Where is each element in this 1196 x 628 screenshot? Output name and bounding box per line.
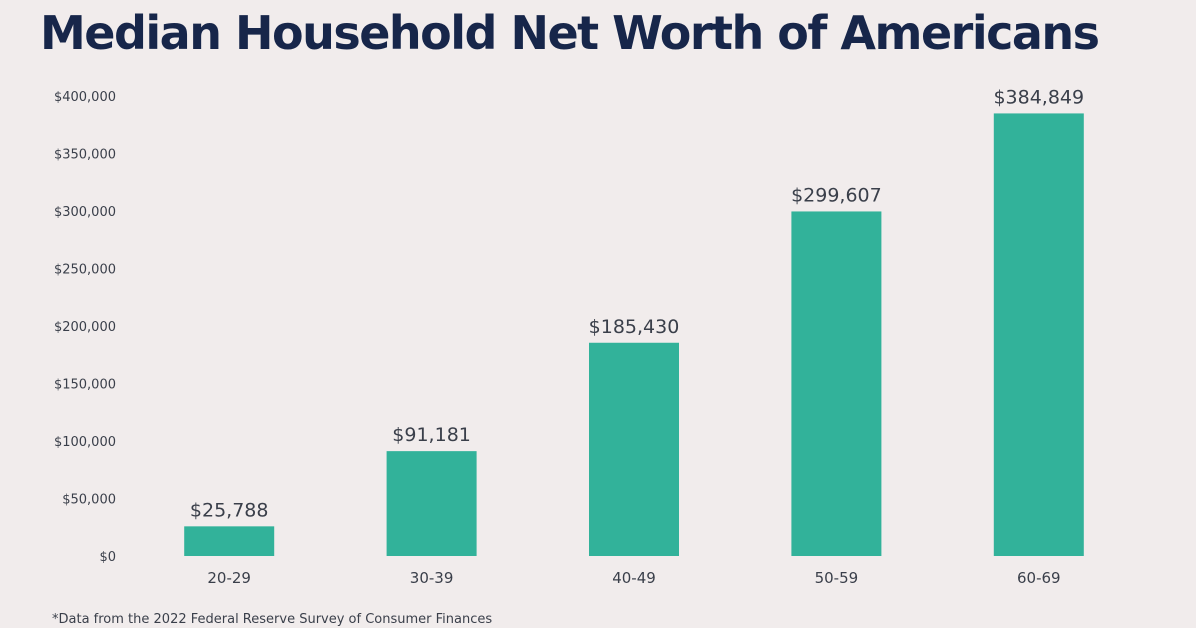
- bar-value-label: $299,607: [791, 184, 882, 206]
- x-tick-label: 40-49: [612, 569, 656, 587]
- bar-value-label: $384,849: [993, 86, 1084, 108]
- bar: [184, 526, 275, 556]
- y-tick-label: $300,000: [54, 205, 116, 220]
- bar-value-label: $25,788: [190, 499, 269, 521]
- x-tick-label: 50-59: [815, 569, 859, 587]
- y-axis: $0 $50,000 $100,000 $150,000 $200,000 $250,00…: [54, 90, 116, 565]
- y-tick-label: $400,000: [54, 90, 116, 105]
- source-footnote: *Data from the 2022 Federal Reserve Surv…: [52, 612, 493, 627]
- x-tick-label: 30-39: [410, 569, 454, 587]
- y-tick-label: $50,000: [62, 493, 116, 508]
- bars-group: $25,788 $91,181 $185,430 $299,607 $384,849: [184, 86, 1084, 557]
- x-axis: 20-29 30-39 40-49 50-59 60-69: [207, 569, 1060, 587]
- y-tick-label: $100,000: [54, 435, 116, 450]
- bar: [589, 342, 679, 556]
- bar: [993, 113, 1084, 557]
- chart-title: Median Household Net Worth of Americans: [40, 6, 1100, 60]
- x-tick-label: 60-69: [1017, 569, 1061, 587]
- bar-value-label: $91,181: [392, 424, 471, 446]
- bar-value-label: $185,430: [589, 316, 680, 338]
- x-tick-label: 20-29: [207, 569, 251, 587]
- y-tick-label: $150,000: [54, 378, 116, 393]
- bar: [386, 451, 477, 556]
- y-tick-label: $350,000: [54, 148, 116, 163]
- y-tick-label: $0: [99, 550, 116, 565]
- bar: [791, 211, 882, 556]
- y-tick-label: $250,000: [54, 263, 116, 278]
- y-tick-label: $200,000: [54, 320, 116, 335]
